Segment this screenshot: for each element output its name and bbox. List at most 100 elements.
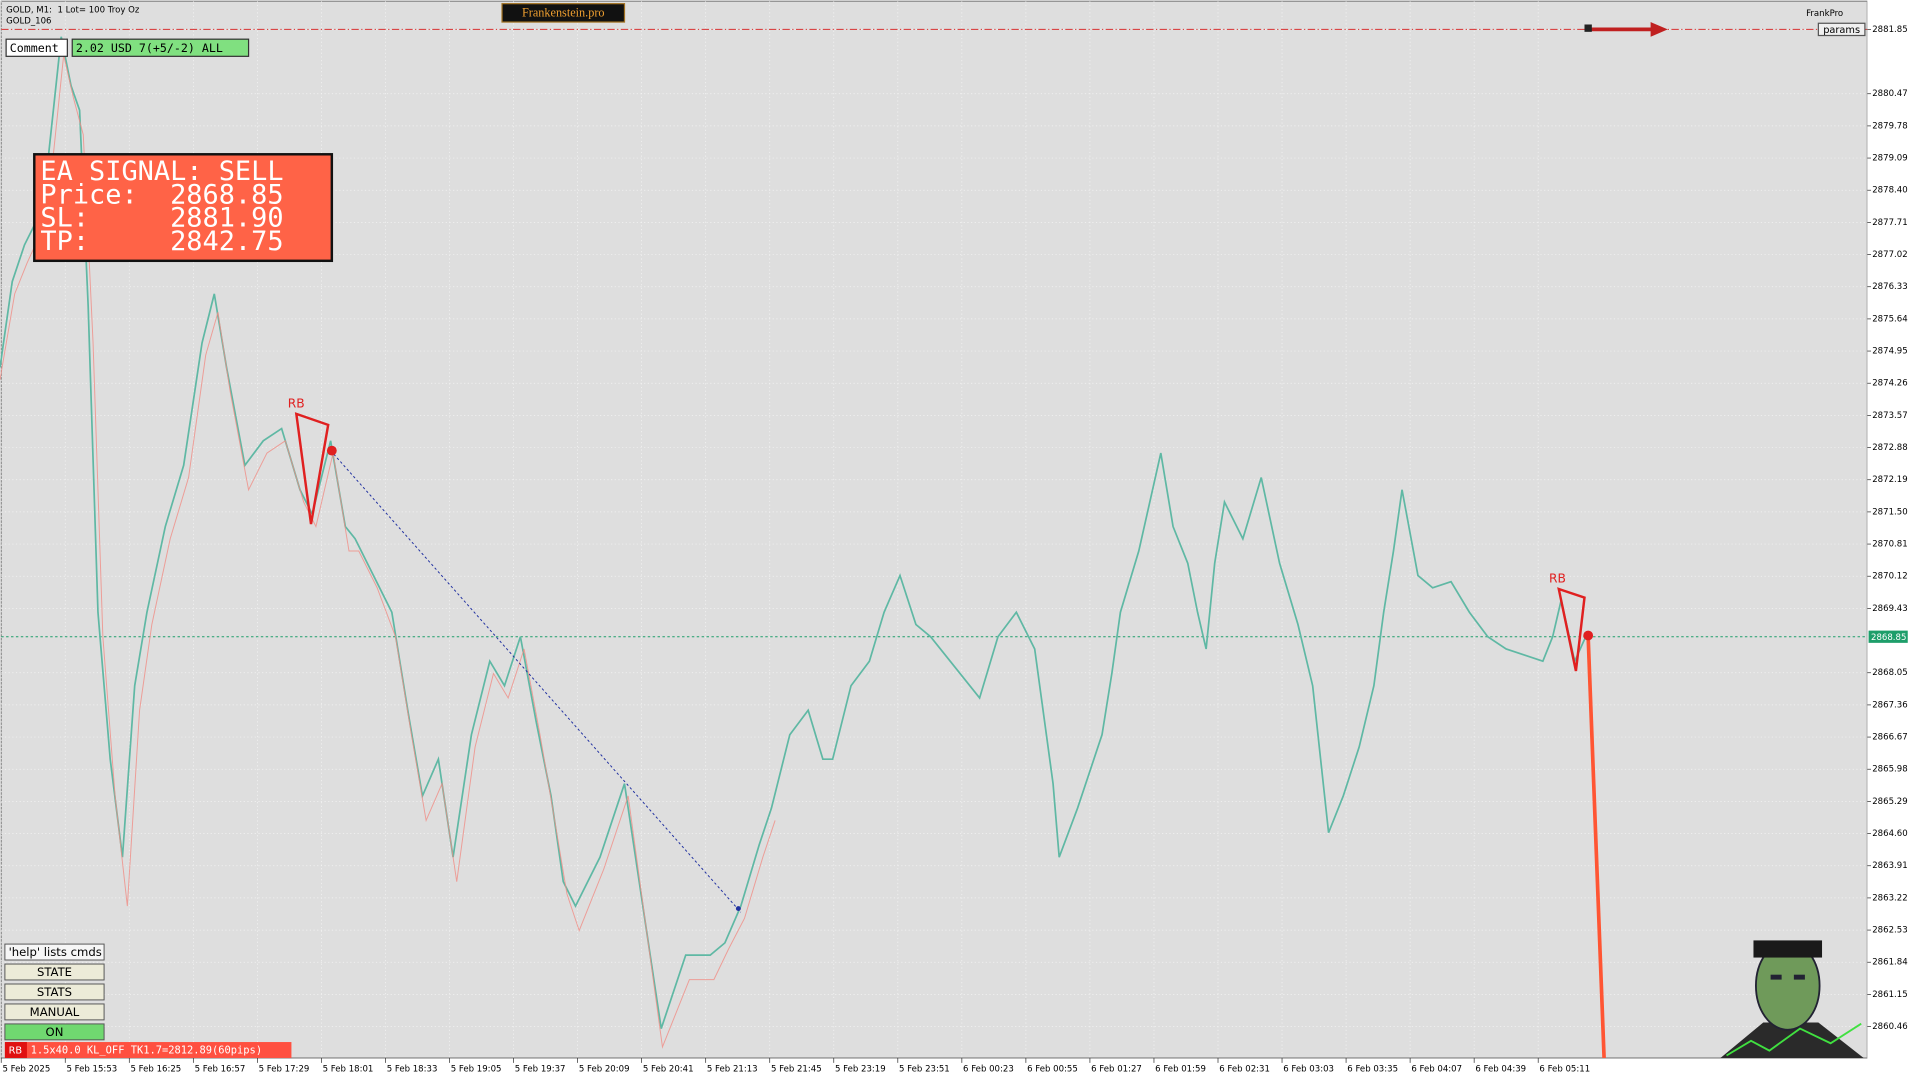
time-label: 6 Feb 03:35: [1347, 1064, 1398, 1074]
rb-label: RB: [288, 397, 305, 411]
price-label: 2866.67: [1872, 733, 1907, 743]
logo-portrait: [1720, 940, 1864, 1058]
status-tag: RB: [9, 1046, 23, 1057]
time-label: 5 Feb 16:57: [195, 1064, 246, 1074]
rb-triangle: [294, 412, 330, 525]
arrow-head: [1650, 22, 1668, 37]
status-bar: [4, 1042, 292, 1058]
price-label: 2870.81: [1872, 540, 1907, 550]
price-label: 2872.88: [1872, 443, 1907, 453]
logo-chart: [1726, 1022, 1862, 1057]
trade-line: [330, 450, 742, 913]
price-label: 2871.50: [1872, 507, 1907, 517]
comment-value-box: [71, 38, 250, 57]
command-button[interactable]: [4, 943, 105, 961]
arrow-icon: [1584, 24, 1592, 32]
button-label[interactable]: MANUAL: [30, 1005, 80, 1019]
params-label[interactable]: params: [1823, 25, 1860, 36]
brand-box: [501, 3, 626, 23]
price-label: 2879.78: [1872, 121, 1907, 131]
price-label: 2877.02: [1872, 250, 1907, 260]
price-label: 2864.60: [1872, 829, 1907, 839]
price-label: 2876.33: [1872, 282, 1907, 292]
params-button[interactable]: [1817, 22, 1866, 37]
time-axis-labels: 5 Feb 2025 5 Feb 15:53 5 Feb 16:25 5 Feb 16…: [0, 1057, 1590, 1074]
time-label: 6 Feb 00:23: [963, 1064, 1014, 1074]
price-label: 2869.43: [1872, 604, 1907, 614]
price-label: 2865.29: [1872, 797, 1907, 807]
button-label[interactable]: 'help' lists cmds: [9, 945, 102, 959]
comment-value: 2.02 USD 7(+5/-2) ALL: [76, 41, 223, 55]
price-label: 2874.26: [1872, 379, 1907, 389]
price-axis: [1867, 0, 1920, 1080]
button-label[interactable]: STATE: [37, 965, 72, 979]
trade-close-point: [735, 906, 741, 912]
sell-arrow: [1583, 630, 1594, 641]
rb-triangle: [1557, 587, 1586, 672]
status-tag-box: [4, 1042, 27, 1058]
price-label: 2879.09: [1872, 154, 1907, 164]
price-label: 2861.84: [1872, 958, 1907, 968]
button-panel: 'help' lists cmds STATE STATS MANUAL ON: [4, 943, 105, 1041]
time-label: 5 Feb 23:51: [899, 1064, 950, 1074]
grid: [0, 1, 1868, 1058]
price-label: 2874.95: [1872, 347, 1907, 357]
price-label: 2878.40: [1872, 186, 1907, 196]
signal-box: [33, 153, 334, 263]
brand-label: Frankenstein.pro: [522, 5, 605, 19]
logo-body: [1720, 1022, 1864, 1058]
time-label: 6 Feb 01:59: [1155, 1064, 1206, 1074]
time-label: 5 Feb 19:05: [451, 1064, 502, 1074]
signal-drop-line: [1586, 636, 1606, 1059]
command-button[interactable]: [4, 1023, 105, 1041]
command-button[interactable]: [4, 963, 105, 981]
signal-price: Price: 2868.85: [40, 179, 283, 210]
time-label: 5 Feb 21:13: [707, 1064, 758, 1074]
price-label: 2873.57: [1872, 411, 1907, 421]
comment-label: Comment: [10, 41, 59, 55]
time-label: 6 Feb 02:31: [1219, 1064, 1270, 1074]
time-label: 5 Feb 18:33: [387, 1064, 438, 1074]
price-label: 2881.85: [1872, 25, 1907, 35]
signal-tp: TP: 2842.75: [40, 226, 283, 257]
command-button[interactable]: [4, 1003, 105, 1021]
time-label: 6 Feb 01:27: [1091, 1064, 1142, 1074]
price-axis-labels: 2881.85 2880.47 2879.78 2879.09 2878.40 2877.…: [1867, 25, 1908, 1032]
price-label: 2861.15: [1872, 990, 1907, 1000]
price-label: 2863.91: [1872, 861, 1907, 871]
price-label: 2880.47: [1872, 89, 1907, 99]
frankpro-label: FrankPro: [1806, 9, 1843, 19]
price-label: 2862.53: [1872, 926, 1907, 936]
account-label: GOLD_106: [6, 16, 51, 26]
logo-eye: [1770, 974, 1782, 980]
price-label: 2865.98: [1872, 765, 1907, 775]
price-label: 2863.22: [1872, 893, 1907, 903]
price-label: 2868.05: [1872, 668, 1907, 678]
price-series-bear: [0, 54, 776, 1049]
price-label: 2877.71: [1872, 218, 1907, 228]
current-price-label: 2868.85: [1871, 633, 1906, 643]
command-button[interactable]: [4, 983, 105, 1001]
time-label: 5 Feb 23:19: [835, 1064, 886, 1074]
logo-hair: [1753, 940, 1823, 958]
time-label: 6 Feb 04:07: [1411, 1064, 1462, 1074]
time-label: 5 Feb 2025: [2, 1064, 50, 1074]
time-label: 5 Feb 21:45: [771, 1064, 822, 1074]
status-text: 1.5x40.0 KL_OFF TK1.7=2812.89(60pips): [31, 1045, 262, 1057]
button-label[interactable]: STATS: [37, 985, 72, 999]
current-price-box: [1868, 630, 1908, 643]
time-label: 5 Feb 17:29: [259, 1064, 310, 1074]
time-label: 5 Feb 19:37: [515, 1064, 566, 1074]
button-label[interactable]: ON: [46, 1025, 64, 1039]
price-label: 2870.12: [1872, 572, 1907, 582]
time-label: 5 Feb 20:09: [579, 1064, 630, 1074]
comment-box: [5, 38, 68, 57]
price-label: 2875.64: [1872, 314, 1907, 324]
time-label: 5 Feb 16:25: [131, 1064, 182, 1074]
signal-title: EA SIGNAL: SELL: [40, 156, 283, 187]
time-label: 6 Feb 04:39: [1475, 1064, 1526, 1074]
price-label: 2860.46: [1872, 1022, 1907, 1032]
time-label: 6 Feb 05:11: [1539, 1064, 1590, 1074]
time-label: 5 Feb 18:01: [323, 1064, 374, 1074]
